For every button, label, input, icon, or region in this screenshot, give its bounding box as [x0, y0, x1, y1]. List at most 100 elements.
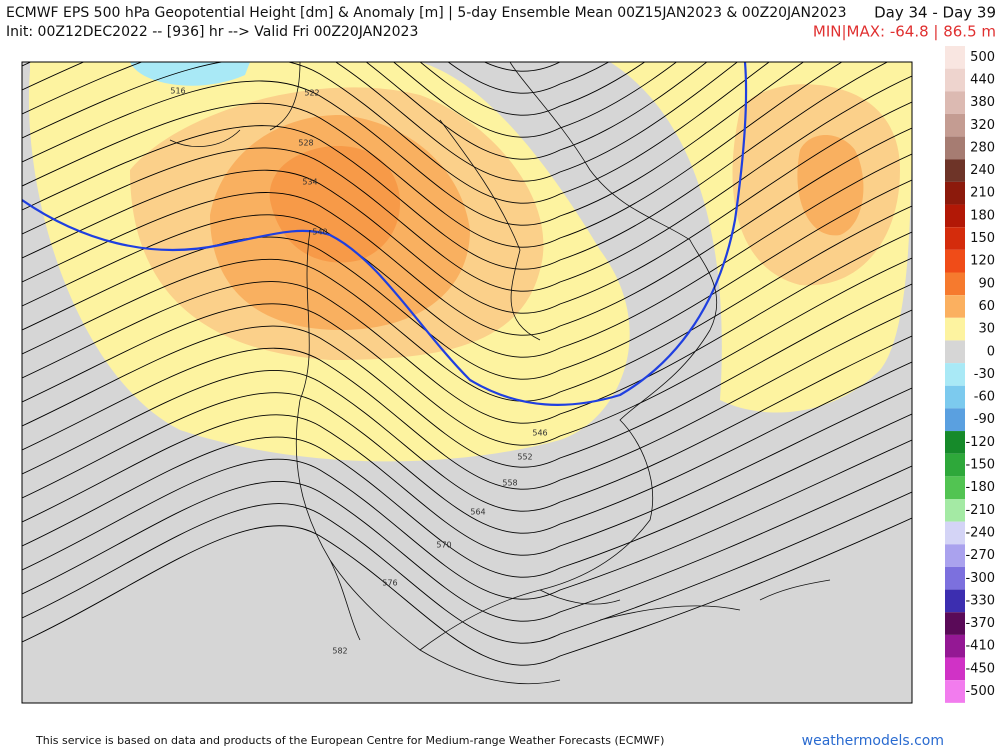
colorbar-swatch	[945, 657, 965, 681]
contour-label: 540	[312, 228, 327, 237]
contour-line	[22, 387, 912, 556]
contour-line	[22, 465, 912, 622]
colorbar-swatch	[945, 68, 965, 92]
contour-line	[419, 62, 646, 116]
colorbar-swatch	[945, 295, 965, 318]
footer-site[interactable]: weathermodels.com	[802, 733, 944, 749]
colorbar: 500 440 380 320 280 240 210 180 150 120 90 60 30 0 -30…	[945, 46, 995, 703]
colorbar-label: -330	[965, 593, 995, 608]
colorbar-swatch	[945, 476, 965, 499]
colorbar-label: 150	[970, 231, 995, 246]
colorbar-label: 180	[970, 208, 995, 223]
colorbar-label: -30	[974, 367, 995, 382]
colorbar-label: 380	[970, 95, 995, 110]
colorbar-swatch	[945, 317, 965, 341]
colorbar-label: 60	[978, 299, 995, 314]
contour-line	[22, 231, 912, 424]
contour-label: 534	[302, 178, 317, 187]
colorbar-label: -370	[965, 616, 995, 631]
contour-line	[22, 517, 912, 666]
colorbar-label: -500	[965, 684, 995, 699]
colorbar-swatch	[945, 521, 965, 545]
colorbar-swatch	[945, 544, 965, 567]
colorbar-label: -240	[965, 525, 995, 540]
colorbar-label: -120	[965, 435, 995, 450]
colorbar-label: 30	[978, 322, 995, 337]
colorbar-label: 500	[970, 50, 995, 65]
contour-line	[22, 283, 912, 468]
contour-label: 570	[436, 541, 451, 550]
colorbar-swatch	[945, 499, 965, 522]
colorbar-label: -450	[965, 661, 995, 676]
anomaly-positive	[269, 146, 400, 263]
contour-540	[22, 62, 748, 406]
colorbar-label: 210	[970, 186, 995, 201]
colorbar-swatch	[945, 612, 965, 635]
days: Day 34 - Day 39	[874, 4, 996, 22]
init: Init: 00Z12DEC2022 -- [936] hr --> Valid…	[6, 24, 418, 40]
colorbar-swatch	[945, 136, 965, 160]
contour-label: 522	[304, 89, 319, 98]
contour-line	[22, 153, 912, 358]
contour-label: 582	[332, 647, 347, 656]
contour-label: 558	[502, 479, 517, 488]
colorbar-swatch	[945, 408, 965, 432]
contour-line	[22, 62, 708, 160]
contour-line	[22, 309, 912, 490]
colorbar-swatch	[945, 91, 965, 114]
contour-label: 564	[470, 508, 485, 517]
colorbar-swatch	[945, 634, 965, 658]
colorbar-label: -410	[965, 639, 995, 654]
title: ECMWF EPS 500 hPa Geopotential Height [d…	[6, 5, 847, 21]
anomaly-negative	[130, 62, 250, 86]
colorbar-label: -150	[965, 458, 995, 473]
contour-line	[22, 101, 912, 314]
contour-line	[22, 439, 912, 600]
contour-line	[22, 179, 912, 380]
contour-line	[22, 257, 912, 446]
contour-label: 546	[532, 429, 547, 438]
colorbar-swatch	[945, 385, 965, 409]
colorbar-swatch	[945, 204, 965, 228]
colorbar-swatch	[945, 453, 965, 477]
footer-credit: This service is based on data and produc…	[35, 734, 664, 747]
map: 516 522 528 534 540 546 552 558 564 570 576 582	[21, 61, 913, 704]
anomaly-positive	[797, 135, 864, 236]
colorbar-label: -270	[965, 548, 995, 563]
colorbar-label: 90	[978, 276, 995, 291]
colorbar-swatch	[945, 249, 965, 273]
contour-label: 528	[298, 139, 313, 148]
contour-label: 576	[382, 579, 397, 588]
colorbar-label: -60	[974, 390, 995, 405]
colorbar-swatch	[945, 363, 965, 386]
contour-line	[22, 127, 912, 336]
colorbar-label: 320	[970, 118, 995, 133]
contour-line	[22, 62, 889, 270]
colorbar-swatch	[945, 46, 965, 69]
colorbar-swatch	[945, 680, 965, 703]
contour-line	[22, 491, 912, 644]
contour-line	[447, 62, 610, 94]
colorbar-swatch	[945, 566, 965, 590]
contour-line	[22, 205, 912, 402]
colorbar-swatch	[945, 181, 965, 205]
contour-label: 516	[170, 87, 185, 96]
colorbar-swatch	[945, 589, 965, 613]
contour-label: 552	[517, 453, 532, 462]
colorbar-swatch	[945, 159, 965, 182]
colorbar-label: 120	[970, 254, 995, 269]
contour-line	[22, 75, 912, 292]
contour-line	[22, 361, 912, 534]
colorbar-swatch	[945, 272, 965, 296]
contour-line	[22, 62, 739, 182]
colorbar-label: -180	[965, 480, 995, 495]
colorbar-swatch	[945, 227, 965, 250]
contour-line	[22, 413, 912, 578]
colorbar-label: 280	[970, 140, 995, 155]
colorbar-label: 240	[970, 163, 995, 178]
map-frame	[21, 61, 913, 704]
colorbar-label: 440	[970, 72, 995, 87]
contour-line	[22, 335, 912, 512]
coastline	[169, 62, 831, 685]
